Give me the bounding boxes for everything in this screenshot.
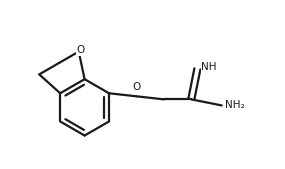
Text: NH: NH <box>201 62 217 72</box>
Text: O: O <box>132 82 141 92</box>
Text: O: O <box>76 45 84 55</box>
Text: NH₂: NH₂ <box>225 100 245 111</box>
